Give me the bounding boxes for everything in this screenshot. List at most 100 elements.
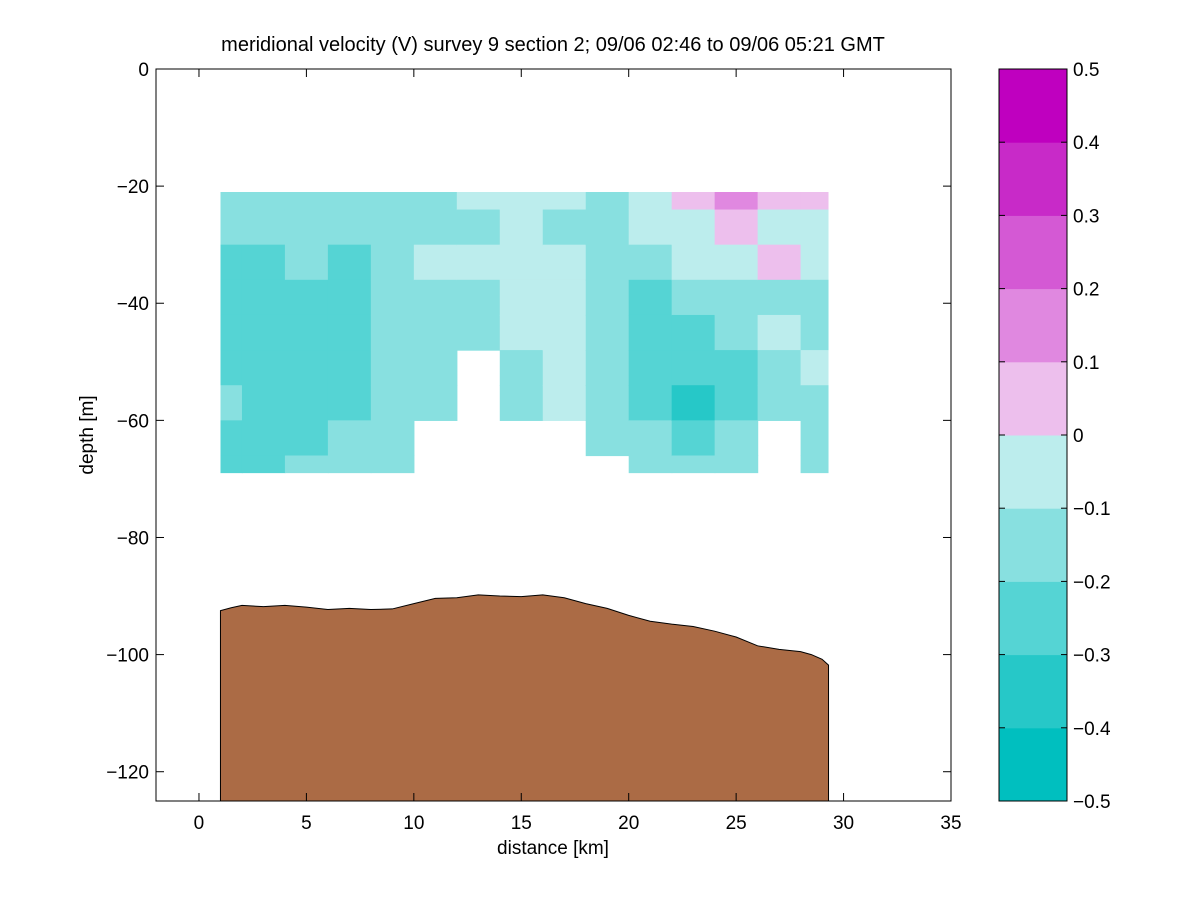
velocity-cell [370, 350, 415, 386]
bathymetry [219, 594, 830, 802]
velocity-cell [284, 314, 329, 351]
velocity-cell [499, 279, 544, 316]
velocity-cell [714, 455, 759, 474]
velocity-cell [757, 244, 802, 281]
colorbar-tick-label: −0.4 [1073, 719, 1111, 740]
velocity-cell [628, 385, 673, 421]
velocity-cell [585, 350, 630, 386]
velocity-cell [714, 420, 759, 457]
velocity-cell [220, 420, 243, 457]
velocity-cell [370, 279, 415, 316]
colorbar: −0.5 −0.4 −0.3 −0.2 −0.1 0 0.1 0.2 0.3 0.4 0.5 [998, 60, 1111, 813]
velocity-cell [241, 279, 286, 316]
seafloor-area [219, 594, 830, 802]
velocity-cell [628, 279, 673, 316]
colorbar-swatch [999, 581, 1067, 656]
velocity-cell [800, 314, 829, 351]
velocity-cell [800, 455, 829, 474]
velocity-cell [241, 314, 286, 351]
colorbar-swatch [999, 435, 1067, 509]
velocity-cell [220, 455, 243, 474]
velocity-cell [220, 209, 243, 246]
colorbar-tick-label: 0.1 [1073, 353, 1099, 374]
velocity-cell [499, 191, 544, 211]
velocity-cell [370, 209, 415, 246]
colorbar-swatch [999, 288, 1067, 363]
velocity-cell [370, 244, 415, 281]
velocity-cell [413, 314, 458, 351]
colorbar-swatch [999, 508, 1067, 582]
velocity-cell [327, 191, 372, 211]
x-axis: 0 5 10 15 20 25 30 35 [194, 69, 962, 834]
velocity-cell [456, 244, 501, 281]
velocity-cell [456, 209, 501, 246]
y-tick-label: −60 [117, 411, 149, 432]
y-tick-label: −40 [117, 294, 149, 315]
x-tick-label: 15 [511, 813, 532, 834]
velocity-cell [628, 420, 673, 457]
velocity-cell [220, 314, 243, 351]
velocity-cell [413, 350, 458, 386]
velocity-cell [800, 350, 829, 386]
velocity-cell [757, 350, 802, 386]
velocity-cell [456, 279, 501, 316]
velocity-cell [284, 191, 329, 211]
y-axis: 0 −20 −40 −60 −80 −100 −120 [106, 60, 951, 784]
y-tick-label: −100 [106, 646, 149, 667]
velocity-cell [714, 314, 759, 351]
velocity-cell [628, 209, 673, 246]
velocity-cell [220, 191, 243, 211]
velocity-cell [542, 385, 587, 421]
velocity-cell [671, 420, 716, 457]
velocity-cell [714, 350, 759, 386]
colorbar-tick-label: 0.5 [1073, 60, 1099, 81]
velocity-cell [284, 244, 329, 281]
velocity-cell [542, 350, 587, 386]
velocity-cell [585, 191, 630, 211]
velocity-cell [585, 279, 630, 316]
colorbar-tick-label: −0.5 [1073, 792, 1111, 813]
velocity-cell [585, 209, 630, 246]
velocity-cell [757, 385, 802, 421]
x-tick-label: 25 [726, 813, 747, 834]
velocity-cell [671, 279, 716, 316]
colorbar-tick-label: −0.2 [1073, 572, 1111, 593]
velocity-cell [241, 455, 286, 474]
velocity-cell [413, 279, 458, 316]
velocity-cell [628, 314, 673, 351]
colorbar-swatch [999, 142, 1067, 216]
colorbar-tick-label: −0.3 [1073, 646, 1111, 667]
velocity-cell [714, 244, 759, 281]
velocity-cell [714, 209, 759, 246]
velocity-cell [241, 191, 286, 211]
colorbar-tick-label: 0.4 [1073, 133, 1100, 154]
velocity-cell [327, 279, 372, 316]
colorbar-swatch [999, 727, 1067, 802]
x-tick-label: 30 [833, 813, 854, 834]
velocity-cell [241, 385, 286, 421]
y-tick-label: −20 [117, 177, 149, 198]
velocity-cell [456, 314, 501, 351]
y-tick-label: −80 [117, 528, 149, 549]
velocity-cell [327, 455, 372, 474]
colorbar-tick-label: 0.3 [1073, 206, 1099, 227]
velocity-cell [585, 385, 630, 421]
colorbar-tick-label: −0.1 [1073, 499, 1111, 520]
velocity-cell [671, 385, 716, 421]
velocity-cell [628, 244, 673, 281]
chart-title: meridional velocity (V) survey 9 section… [221, 34, 885, 56]
velocity-cell [585, 244, 630, 281]
velocity-cell [542, 209, 587, 246]
velocity-cell [220, 350, 243, 386]
velocity-cell [413, 244, 458, 281]
velocity-cell [757, 191, 802, 211]
velocity-cell [542, 191, 587, 211]
velocity-cell [241, 350, 286, 386]
velocity-cell [413, 191, 458, 211]
x-axis-label: distance [km] [497, 838, 609, 859]
velocity-cell [413, 209, 458, 246]
velocity-cell [220, 279, 243, 316]
colorbar-swatch [999, 361, 1067, 436]
x-tick-label: 35 [940, 813, 961, 834]
